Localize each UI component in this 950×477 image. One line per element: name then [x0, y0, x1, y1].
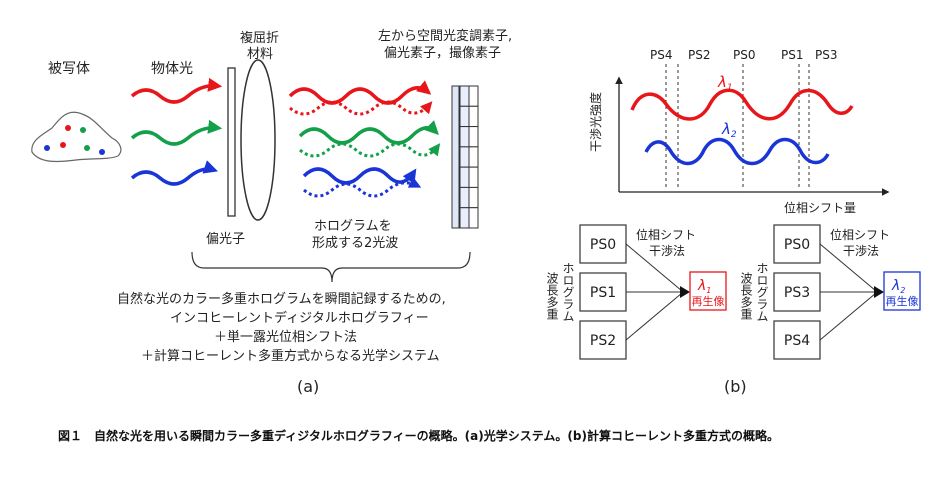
sensor-cell: [459, 126, 470, 148]
panel-b: PS4 PS2 PS0 PS1 PS3 干渉光強度 位相シフト量 λ1 λ2 波…: [545, 48, 921, 396]
sensor-stack: [451, 85, 479, 229]
ps-box-label: PS0: [784, 237, 810, 253]
connector: [819, 292, 877, 341]
connector: [625, 243, 683, 292]
result-text: 再生像: [886, 294, 919, 308]
merge-arrow: [874, 286, 884, 298]
two-waves-label-1: ホログラムを: [314, 219, 392, 234]
devices-label-1: 左から空間光変調素子,: [378, 28, 512, 44]
ps-box-label: PS3: [784, 285, 810, 301]
red-point: [65, 125, 71, 131]
lambda1-label: λ1: [717, 73, 733, 93]
birefringent-lens: [240, 59, 276, 221]
lambda2-label: λ2: [721, 120, 737, 140]
summary-line-4: ＋計算コヒーレント多重方式からなる光学システム: [141, 348, 440, 364]
green-wave-solid: [298, 120, 439, 145]
birefringent-label-2: 材料: [247, 47, 273, 62]
lambda2-result-box: [883, 271, 921, 311]
summary-brace: [191, 251, 471, 283]
connector: [625, 292, 683, 341]
panel-a-label: (a): [297, 377, 319, 396]
left-reconstruction-group: PS0 PS1 PS2 位相シフト 干渉法 λ1 再生像: [579, 224, 727, 360]
merge-arrow: [680, 286, 690, 298]
y-axis-label: 干渉光強度: [588, 92, 603, 152]
right-reconstruction-group: PS0 PS3 PS4 位相シフト 干渉法 λ2 再生像: [773, 224, 921, 360]
result-text: 再生像: [692, 294, 725, 308]
hologram-label-right: ホログラム: [755, 262, 769, 322]
sensor-cell: [459, 85, 470, 107]
ps-label-ps1: PS1: [781, 48, 804, 62]
object-light-label: 物体光: [151, 61, 193, 77]
red-object-wave: [130, 77, 223, 104]
devices-label-2: 偏光素子，撮像素子: [384, 45, 501, 61]
ps-label-ps0: PS0: [733, 48, 756, 62]
red-wave-solid: [288, 80, 432, 105]
ps-label-ps4: PS4: [650, 48, 673, 62]
figure-caption: 図１ 自然な光を用いる瞬間カラー多重ディジタルホログラフィーの概略。(a)光学シ…: [58, 428, 779, 443]
green-wave-dotted: [299, 142, 441, 158]
ps-box: [773, 224, 821, 264]
ps-label-ps3: PS3: [815, 48, 838, 62]
lambda1-curve: [630, 88, 854, 121]
blue-point: [99, 149, 105, 155]
green-object-wave: [130, 119, 223, 146]
sensor-cell: [468, 105, 479, 128]
lambda1-result-box: [689, 271, 727, 311]
sensor-cell: [459, 207, 470, 229]
sensor-cells: [459, 85, 479, 229]
blue-object-wave: [130, 160, 218, 186]
hologram-label-left: ホログラム: [561, 262, 575, 322]
panel-a: 被写体 物体光 複屈折 材料 左から空間光変調素子, 偏光素子，撮像素子: [31, 28, 512, 396]
green-point: [80, 127, 86, 133]
two-waves-label-2: 形成する2光波: [312, 236, 398, 251]
ps-box-label: PS2: [590, 333, 616, 349]
x-axis-label: 位相シフト量: [784, 200, 856, 215]
method-line-1-right: 位相シフト: [830, 227, 890, 242]
wavelength-multiplexed-label-right: 波長多重: [739, 272, 753, 320]
blue-wave-solid: [302, 167, 417, 185]
sensor-cell: [468, 85, 479, 107]
ps-label-ps2: PS2: [688, 48, 711, 62]
method-line-2-right: 干渉法: [843, 243, 879, 258]
method-line-1-left: 位相シフト: [636, 227, 696, 242]
green-point: [84, 145, 90, 151]
sensor-cell: [459, 186, 470, 209]
sensor-cell: [459, 166, 470, 188]
red-point: [60, 142, 66, 148]
sensor-cell: [468, 146, 479, 168]
method-line-2-left: 干渉法: [649, 243, 685, 258]
sensor-cell: [468, 207, 479, 229]
ps-box: [579, 320, 627, 360]
ps-box-label: PS4: [784, 333, 810, 349]
polarizer-label: 偏光子: [206, 232, 245, 247]
lambda2-curve: [644, 137, 830, 166]
birefringent-label-1: 複屈折: [240, 30, 279, 46]
summary-line-1: 自然な光のカラー多重ホログラムを瞬間記録するための,: [117, 291, 446, 307]
red-wave-dotted: [289, 100, 433, 116]
result-wavelength: λ1: [697, 278, 711, 295]
connector: [819, 243, 877, 292]
subject-label: 被写体: [48, 61, 90, 77]
sensor-cell: [459, 105, 470, 128]
result-wavelength: λ2: [891, 278, 905, 295]
phase-dashed-lines: [665, 64, 810, 190]
sensor-cell: [459, 146, 470, 168]
wavelength-multiplexed-label-left: 波長多重: [545, 272, 559, 320]
panel-b-label: (b): [724, 377, 747, 396]
subject-blob: [31, 111, 122, 163]
summary-line-2: インコヒーレントディジタルホログラフィー: [170, 310, 429, 326]
polarizer-plate: [227, 67, 236, 217]
blue-point: [44, 145, 50, 151]
blue-wave-dotted: [303, 176, 422, 198]
sensor-cell: [468, 166, 479, 188]
ps-box-label: PS0: [590, 237, 616, 253]
sensor-cell: [468, 186, 479, 209]
ps-box: [579, 224, 627, 264]
ps-box-label: PS1: [590, 285, 616, 301]
summary-line-3: ＋単一露光位相シフト法: [214, 329, 357, 345]
sensor-cell: [468, 126, 479, 148]
